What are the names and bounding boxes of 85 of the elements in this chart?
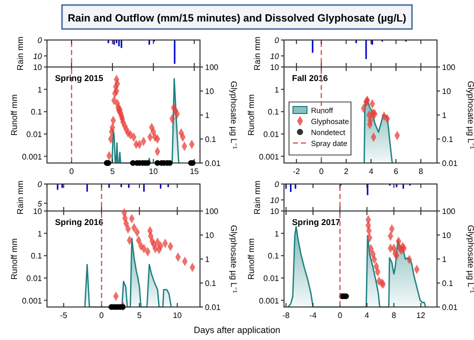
x-tick-label: 12: [416, 311, 426, 320]
y-tick-label: 0.01: [442, 159, 458, 168]
x-tick-label: 10: [148, 167, 158, 176]
y-tick-label: 0.1: [442, 135, 454, 144]
y-tick-label: 0.1: [268, 252, 280, 261]
y-tick-label: 0.001: [22, 152, 43, 162]
y-tick-label: 0.01: [205, 303, 222, 312]
y-axis-title: Rain mm: [15, 180, 25, 215]
y-tick-label: 0.1: [268, 108, 280, 117]
x-tick-label: -4: [309, 311, 318, 320]
y-tick-label: 10: [205, 87, 214, 96]
y-tick-label: 100: [442, 63, 456, 72]
annotation: Spring 2017: [292, 217, 340, 227]
y-tick-label: 0.01: [263, 130, 280, 139]
y-tick-label: 0.01: [26, 274, 43, 283]
y-axis-title: Glyphosate µg L⁻¹: [229, 225, 239, 294]
y-tick-label: 100: [205, 207, 219, 216]
x-tick-label: 10: [172, 311, 182, 320]
y-tick-label: 1: [205, 111, 210, 120]
x-tick-label: 0: [69, 167, 74, 176]
y-tick-label: 10: [205, 231, 214, 240]
y-tick-label: 0: [274, 36, 280, 45]
y-tick-label: 0.01: [442, 303, 458, 312]
y-axis-title: Runoff mm: [246, 94, 256, 136]
annotation: Spring 2015: [55, 73, 104, 83]
y-tick-label: 10: [442, 87, 452, 96]
y-tick-label: 0.1: [205, 279, 217, 288]
y-tick-label: 10: [442, 231, 452, 240]
y-tick-label: 100: [442, 207, 456, 216]
y-tick-label: 1: [38, 85, 43, 94]
y-tick-label: 0.1: [205, 135, 217, 144]
y-tick-label: 10: [33, 207, 43, 216]
y-tick-label: 0.1: [30, 108, 43, 117]
x-tick-label: -5: [60, 311, 68, 320]
y-tick-label: 5: [38, 199, 43, 208]
y-tick-label: 0.01: [263, 274, 280, 283]
x-tick-label: 8: [418, 167, 424, 176]
x-tick-label: 6: [394, 167, 399, 176]
x-tick-label: 0: [319, 167, 324, 176]
x-tick-label: 5: [110, 167, 116, 176]
y-tick-label: 1: [442, 255, 447, 264]
y-tick-label: 1: [38, 229, 43, 238]
y-tick-label: 1: [442, 111, 447, 120]
y-axis-title: Glyphosate µg L⁻¹: [466, 81, 474, 150]
x-tick-label: 0: [99, 311, 104, 320]
y-tick-label: 0: [38, 36, 43, 45]
y-tick-label: 0.1: [30, 252, 43, 261]
x-tick-label: 4: [364, 311, 370, 320]
x-tick-label: 0: [338, 311, 343, 320]
y-axis-title: Glyphosate µg L⁻¹: [229, 81, 239, 150]
y-tick-label: 10: [270, 207, 280, 216]
x-tick-label: 4: [368, 167, 374, 176]
x-tick-label: 15: [190, 167, 200, 176]
y-tick-label: 0: [274, 180, 280, 189]
y-tick-label: 0.001: [258, 152, 280, 162]
y-tick-label: 0.001: [22, 296, 43, 306]
x-tick-label: -8: [282, 311, 290, 320]
y-tick-label: 0.01: [26, 130, 43, 139]
y-tick-label: 1: [274, 85, 280, 94]
y-tick-label: 100: [205, 63, 219, 72]
y-tick-label: 0: [38, 180, 43, 189]
y-tick-label: 0.1: [442, 279, 454, 288]
y-axis-title: Rain mm: [252, 180, 262, 215]
annotation: Fall 2016: [292, 73, 328, 83]
x-tick-label: 5: [137, 311, 142, 320]
y-axis-title: Runoff mm: [9, 94, 19, 136]
y-tick-label: 10: [33, 63, 43, 72]
y-tick-label: 0.001: [258, 296, 280, 306]
y-tick-label: 0.01: [205, 159, 222, 168]
y-tick-label: 10: [270, 196, 280, 205]
y-tick-label: 1: [205, 255, 210, 264]
x-tick-label: 2: [344, 167, 349, 176]
y-axis-title: Rain mm: [15, 36, 25, 71]
y-tick-label: 10: [33, 52, 43, 61]
y-axis-title: Runoff mm: [246, 238, 256, 280]
y-tick-label: 1: [274, 229, 280, 238]
y-axis-title: Glyphosate µg L⁻¹: [466, 225, 474, 294]
y-tick-label: 10: [270, 52, 280, 61]
x-tick-label: 8: [392, 311, 397, 320]
text: Rain and Outflow (mm/15 minutes) and Dissolved Glyphosate (µg/L): [68, 12, 406, 24]
x-tick-label: -2: [292, 167, 301, 176]
y-axis-title: Rain mm: [252, 36, 262, 71]
y-tick-label: 10: [270, 63, 280, 72]
x-axis-title: Days after application: [194, 325, 280, 335]
y-axis-title: Runoff mm: [9, 238, 19, 280]
